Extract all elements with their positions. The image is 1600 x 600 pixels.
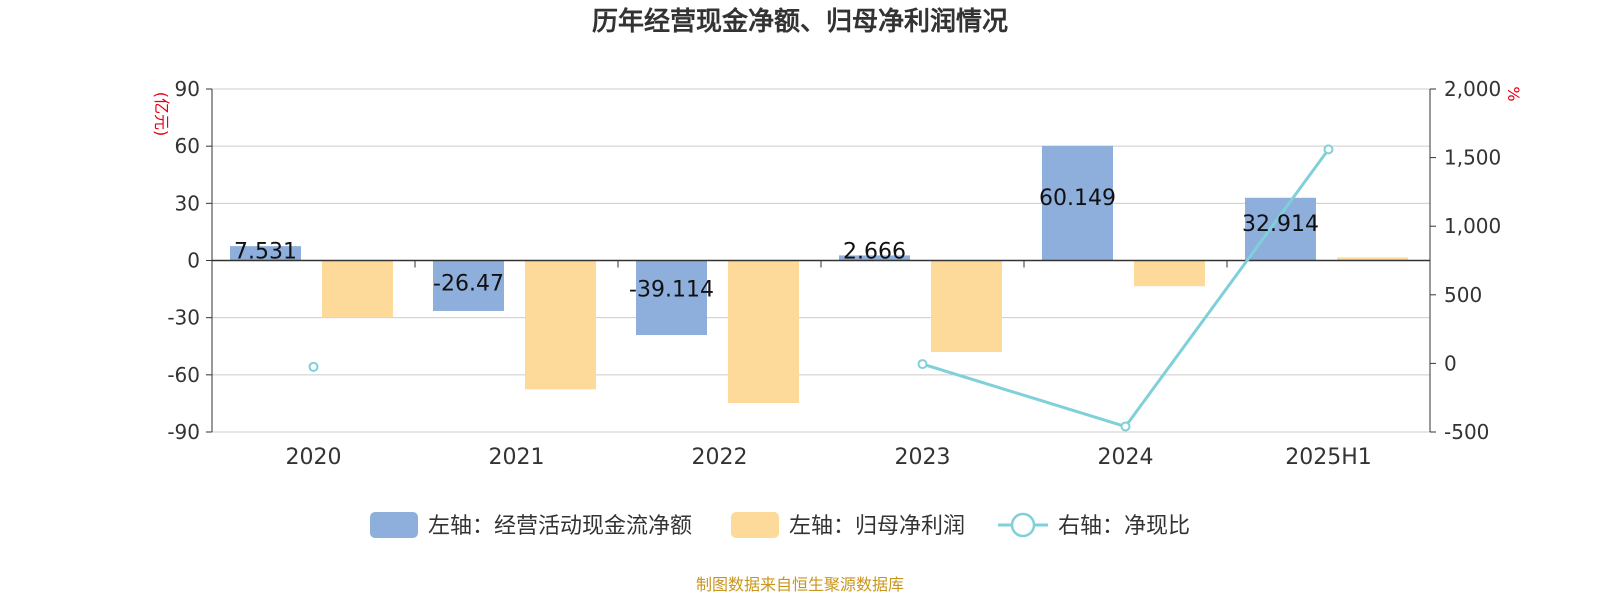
- category-label: 2022: [692, 445, 748, 470]
- right-tick-label: 1,000: [1444, 214, 1501, 238]
- ratio-point: [308, 361, 319, 372]
- legend-label-cash-flow: 左轴：经营活动现金流净额: [428, 514, 692, 539]
- ratio-point: [1323, 144, 1334, 155]
- left-tick-label: 90: [175, 77, 200, 101]
- legend-swatch-net-profit: [731, 512, 779, 538]
- legend-label-net-profit: 左轴：归母净利润: [789, 514, 965, 539]
- category-label: 2024: [1098, 445, 1154, 470]
- cash-flow-value-label: -39.114: [629, 278, 714, 303]
- category-label: 2021: [489, 445, 545, 470]
- right-tick-label: 2,000: [1444, 77, 1501, 101]
- legend: 左轴：经营活动现金流净额 左轴：归母净利润 右轴：净现比: [370, 512, 1190, 539]
- left-tick-label: -90: [167, 420, 200, 444]
- cash-flow-bar: [1042, 145, 1113, 261]
- ratio-point: [917, 359, 928, 370]
- cash-flow-value-label: 60.149: [1039, 186, 1116, 211]
- left-tick-label: -60: [167, 363, 200, 387]
- cash-flow-bar: [636, 260, 707, 336]
- ratio-line: [308, 144, 1334, 432]
- left-tick-label: -30: [167, 306, 200, 330]
- right-tick-label: 500: [1444, 283, 1482, 307]
- category-label: 2023: [895, 445, 951, 470]
- bars: [230, 145, 1408, 404]
- right-tick-label: -500: [1444, 420, 1489, 444]
- cash-flow-value-label: 32.914: [1242, 212, 1319, 237]
- net-profit-bar: [931, 260, 1002, 352]
- ratio-line-segment: [922, 362, 1126, 428]
- chart-title: 历年经营现金净额、归母净利润情况: [592, 6, 1008, 37]
- source-note: 制图数据来自恒生聚源数据库: [696, 575, 904, 594]
- net-profit-bar: [322, 260, 393, 318]
- net-profit-bar: [1337, 257, 1408, 261]
- right-axis-unit: %: [1504, 86, 1523, 101]
- left-tick-label: 30: [175, 191, 200, 215]
- cash-flow-bar: [1245, 197, 1316, 261]
- net-profit-bar: [525, 260, 596, 390]
- category-label: 2020: [286, 445, 342, 470]
- cash-flow-bar: [230, 246, 301, 261]
- cash-flow-value-label: 2.666: [843, 240, 906, 265]
- axes: 90 60 30 0 -30 -60 -90 2,000 1,500 1,000 500 0 -500 (…: [152, 77, 1523, 470]
- ratio-point: [1120, 421, 1131, 432]
- net-profit-bar: [1134, 260, 1205, 287]
- cash-flow-bar: [839, 255, 910, 261]
- left-tick-label: 0: [187, 249, 200, 273]
- right-tick-label: 0: [1444, 351, 1457, 375]
- left-axis-unit: (亿元): [152, 92, 171, 137]
- left-tick-label: 60: [175, 134, 200, 158]
- legend-swatch-ratio-marker: [1010, 512, 1036, 538]
- net-profit-bar: [728, 260, 799, 404]
- cash-flow-value-label: 7.531: [234, 240, 297, 265]
- cash-flow-bar: [433, 260, 504, 311]
- right-tick-label: 1,500: [1444, 146, 1501, 170]
- legend-label-ratio: 右轴：净现比: [1058, 514, 1190, 539]
- legend-swatch-cash-flow: [370, 512, 418, 538]
- ratio-line-segment: [1124, 148, 1330, 428]
- cash-flow-value-label: -26.47: [433, 272, 504, 297]
- bar-labels: 7.531 -26.47 -39.114 2.666 60.149 32.914: [234, 186, 1319, 302]
- category-label: 2025H1: [1285, 445, 1372, 470]
